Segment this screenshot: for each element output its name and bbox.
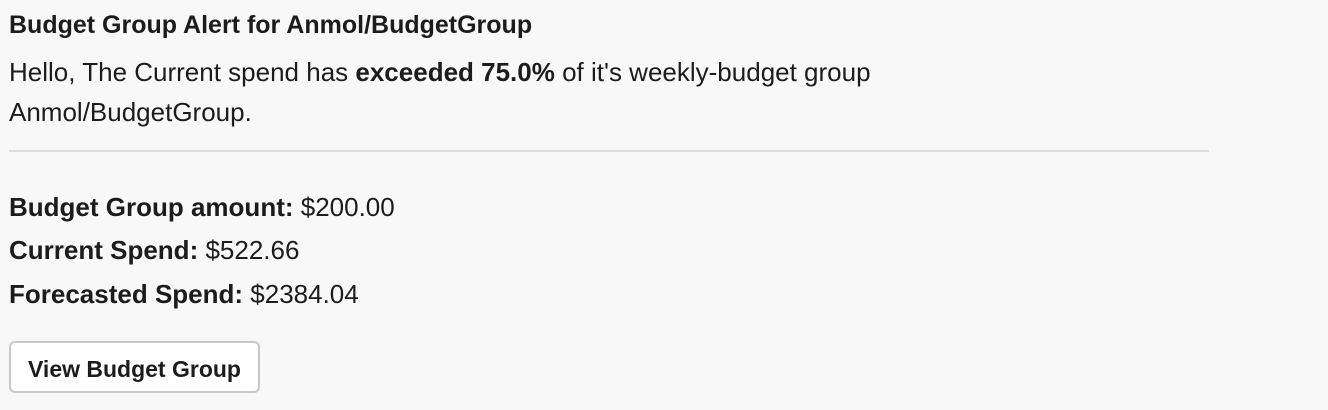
divider xyxy=(9,150,1209,152)
field-budget-amount: Budget Group amount: $200.00 xyxy=(9,192,395,222)
view-budget-group-button[interactable]: View Budget Group xyxy=(9,341,260,393)
alert-body: Hello, The Current spend has exceeded 75… xyxy=(9,57,871,127)
alert-title: Budget Group Alert for Anmol/BudgetGroup xyxy=(9,11,533,39)
field-forecasted-spend: Forecasted Spend: $2384.04 xyxy=(9,279,359,309)
field-current-spend: Current Spend: $522.66 xyxy=(9,235,300,265)
